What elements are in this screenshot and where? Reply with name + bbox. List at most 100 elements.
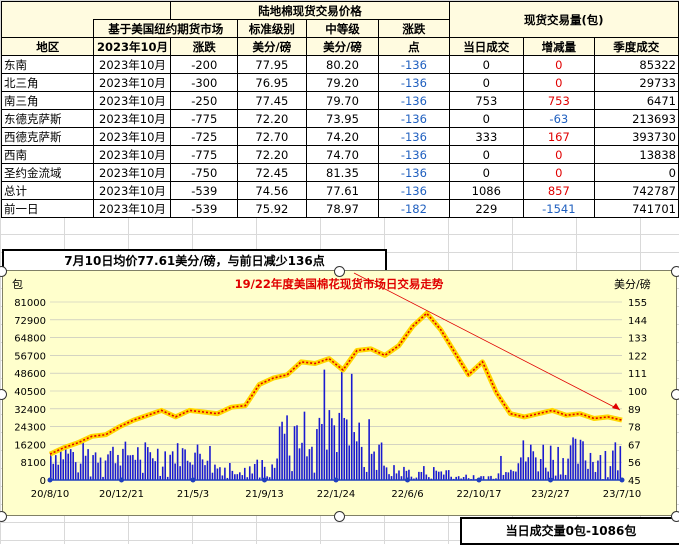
table-cell[interactable]: -136 <box>379 128 449 146</box>
table-cell[interactable]: 2023年10月 <box>94 56 171 74</box>
table-cell[interactable]: 0 <box>524 164 594 182</box>
table-cell[interactable]: 72.70 <box>238 128 307 146</box>
table-cell[interactable]: 79.70 <box>306 92 378 110</box>
table-cell[interactable]: 74.20 <box>306 128 378 146</box>
table-cell[interactable]: 2023年10月 <box>94 92 171 110</box>
table-cell[interactable]: -136 <box>379 164 449 182</box>
table-cell[interactable]: -136 <box>379 74 449 92</box>
table-cell[interactable]: 0 <box>524 74 594 92</box>
table-cell[interactable]: 333 <box>449 128 524 146</box>
table-cell[interactable]: 77.61 <box>306 182 378 200</box>
table-cell[interactable]: 81.35 <box>306 164 378 182</box>
table-cell[interactable]: 753 <box>524 92 594 110</box>
table-cell[interactable]: 753 <box>449 92 524 110</box>
table-cell[interactable]: 167 <box>524 128 594 146</box>
table-cell[interactable]: 76.95 <box>238 74 307 92</box>
table-cell[interactable]: 29733 <box>594 74 678 92</box>
table-cell[interactable]: -775 <box>171 110 238 128</box>
table-cell[interactable]: -1541 <box>524 200 594 218</box>
selection-handle[interactable] <box>671 511 679 522</box>
table-cell[interactable]: 74.56 <box>238 182 307 200</box>
mid-grade-header: 中等级 <box>306 20 378 38</box>
right-tick-label: 155 <box>628 298 647 309</box>
table-cell[interactable]: 0 <box>594 164 678 182</box>
table-cell[interactable]: -775 <box>171 146 238 164</box>
table-cell[interactable]: -725 <box>171 128 238 146</box>
table-cell[interactable]: 2023年10月 <box>94 110 171 128</box>
table-cell[interactable]: 213693 <box>594 110 678 128</box>
table-cell[interactable]: 74.70 <box>306 146 378 164</box>
table-cell[interactable]: 1086 <box>449 182 524 200</box>
table-cell[interactable]: 东南 <box>2 56 94 74</box>
table-cell[interactable]: 229 <box>449 200 524 218</box>
table-cell[interactable]: 85322 <box>594 56 678 74</box>
selection-handle[interactable] <box>334 511 345 522</box>
table-cell[interactable]: 13838 <box>594 146 678 164</box>
table-cell[interactable]: 79.20 <box>306 74 378 92</box>
table-cell[interactable]: 2023年10月 <box>94 128 171 146</box>
table-cell[interactable]: 西南 <box>2 146 94 164</box>
table-cell[interactable]: -539 <box>171 182 238 200</box>
table-cell[interactable]: 742787 <box>594 182 678 200</box>
table-cell[interactable]: -136 <box>379 56 449 74</box>
volume-bar <box>179 466 181 480</box>
table-cell[interactable]: 78.97 <box>306 200 378 218</box>
table-cell[interactable]: -63 <box>524 110 594 128</box>
table-cell[interactable]: 0 <box>524 56 594 74</box>
table-cell[interactable]: 前一日 <box>2 200 94 218</box>
selection-handle[interactable] <box>334 266 345 277</box>
table-cell[interactable]: 北三角 <box>2 74 94 92</box>
table-cell[interactable]: 77.45 <box>238 92 307 110</box>
table-cell[interactable]: 393730 <box>594 128 678 146</box>
table-cell[interactable]: 东德克萨斯 <box>2 110 94 128</box>
table-cell[interactable]: -136 <box>379 182 449 200</box>
table-cell[interactable]: -200 <box>171 56 238 74</box>
table-cell[interactable]: 2023年10月 <box>94 74 171 92</box>
left-axis-unit: 包 <box>12 278 23 291</box>
selection-handle[interactable] <box>671 266 679 277</box>
volume-bar <box>386 467 388 480</box>
table-cell[interactable]: 圣约金流域 <box>2 164 94 182</box>
table-cell[interactable]: 857 <box>524 182 594 200</box>
table-cell[interactable]: -182 <box>379 200 449 218</box>
table-cell[interactable]: -250 <box>171 92 238 110</box>
volume-bar <box>207 461 209 480</box>
table-cell[interactable]: 72.20 <box>238 146 307 164</box>
table-cell[interactable]: 75.92 <box>238 200 307 218</box>
volume-bar <box>184 449 186 480</box>
table-cell[interactable]: 72.45 <box>238 164 307 182</box>
volume-bar <box>164 451 166 480</box>
table-cell[interactable]: 0 <box>449 146 524 164</box>
table-cell[interactable]: -750 <box>171 164 238 182</box>
table-cell[interactable]: 2023年10月 <box>94 164 171 182</box>
selection-handle[interactable] <box>671 389 679 400</box>
volume-bar <box>520 457 522 480</box>
table-cell[interactable]: 2023年10月 <box>94 200 171 218</box>
table-cell[interactable]: 0 <box>449 74 524 92</box>
table-cell[interactable]: -300 <box>171 74 238 92</box>
volume-bar <box>254 464 256 480</box>
table-cell[interactable]: 80.20 <box>306 56 378 74</box>
table-cell[interactable]: -136 <box>379 146 449 164</box>
volume-bar <box>112 447 114 480</box>
table-cell[interactable]: 0 <box>449 56 524 74</box>
table-cell[interactable]: 西德克萨斯 <box>2 128 94 146</box>
table-cell[interactable]: 72.20 <box>238 110 307 128</box>
table-cell[interactable]: -136 <box>379 110 449 128</box>
table-cell[interactable]: 南三角 <box>2 92 94 110</box>
table-cell[interactable]: 741701 <box>594 200 678 218</box>
table-cell[interactable]: 6471 <box>594 92 678 110</box>
table-cell[interactable]: 总计 <box>2 182 94 200</box>
table-cell[interactable]: 0 <box>449 110 524 128</box>
table-cell[interactable]: -539 <box>171 200 238 218</box>
left-tick-label: 81000 <box>14 298 46 309</box>
cotton-price-table: 陆地棉现货交易价格 现货交易量(包) 基于美国纽约期货市场 标准级别 中等级 涨… <box>1 1 679 218</box>
table-cell[interactable]: 73.95 <box>306 110 378 128</box>
table-cell[interactable]: -136 <box>379 92 449 110</box>
table-cell[interactable]: 0 <box>524 146 594 164</box>
table-cell[interactable]: 77.95 <box>238 56 307 74</box>
table-cell[interactable]: 0 <box>449 164 524 182</box>
volume-bar <box>204 465 206 480</box>
table-cell[interactable]: 2023年10月 <box>94 146 171 164</box>
table-cell[interactable]: 2023年10月 <box>94 182 171 200</box>
